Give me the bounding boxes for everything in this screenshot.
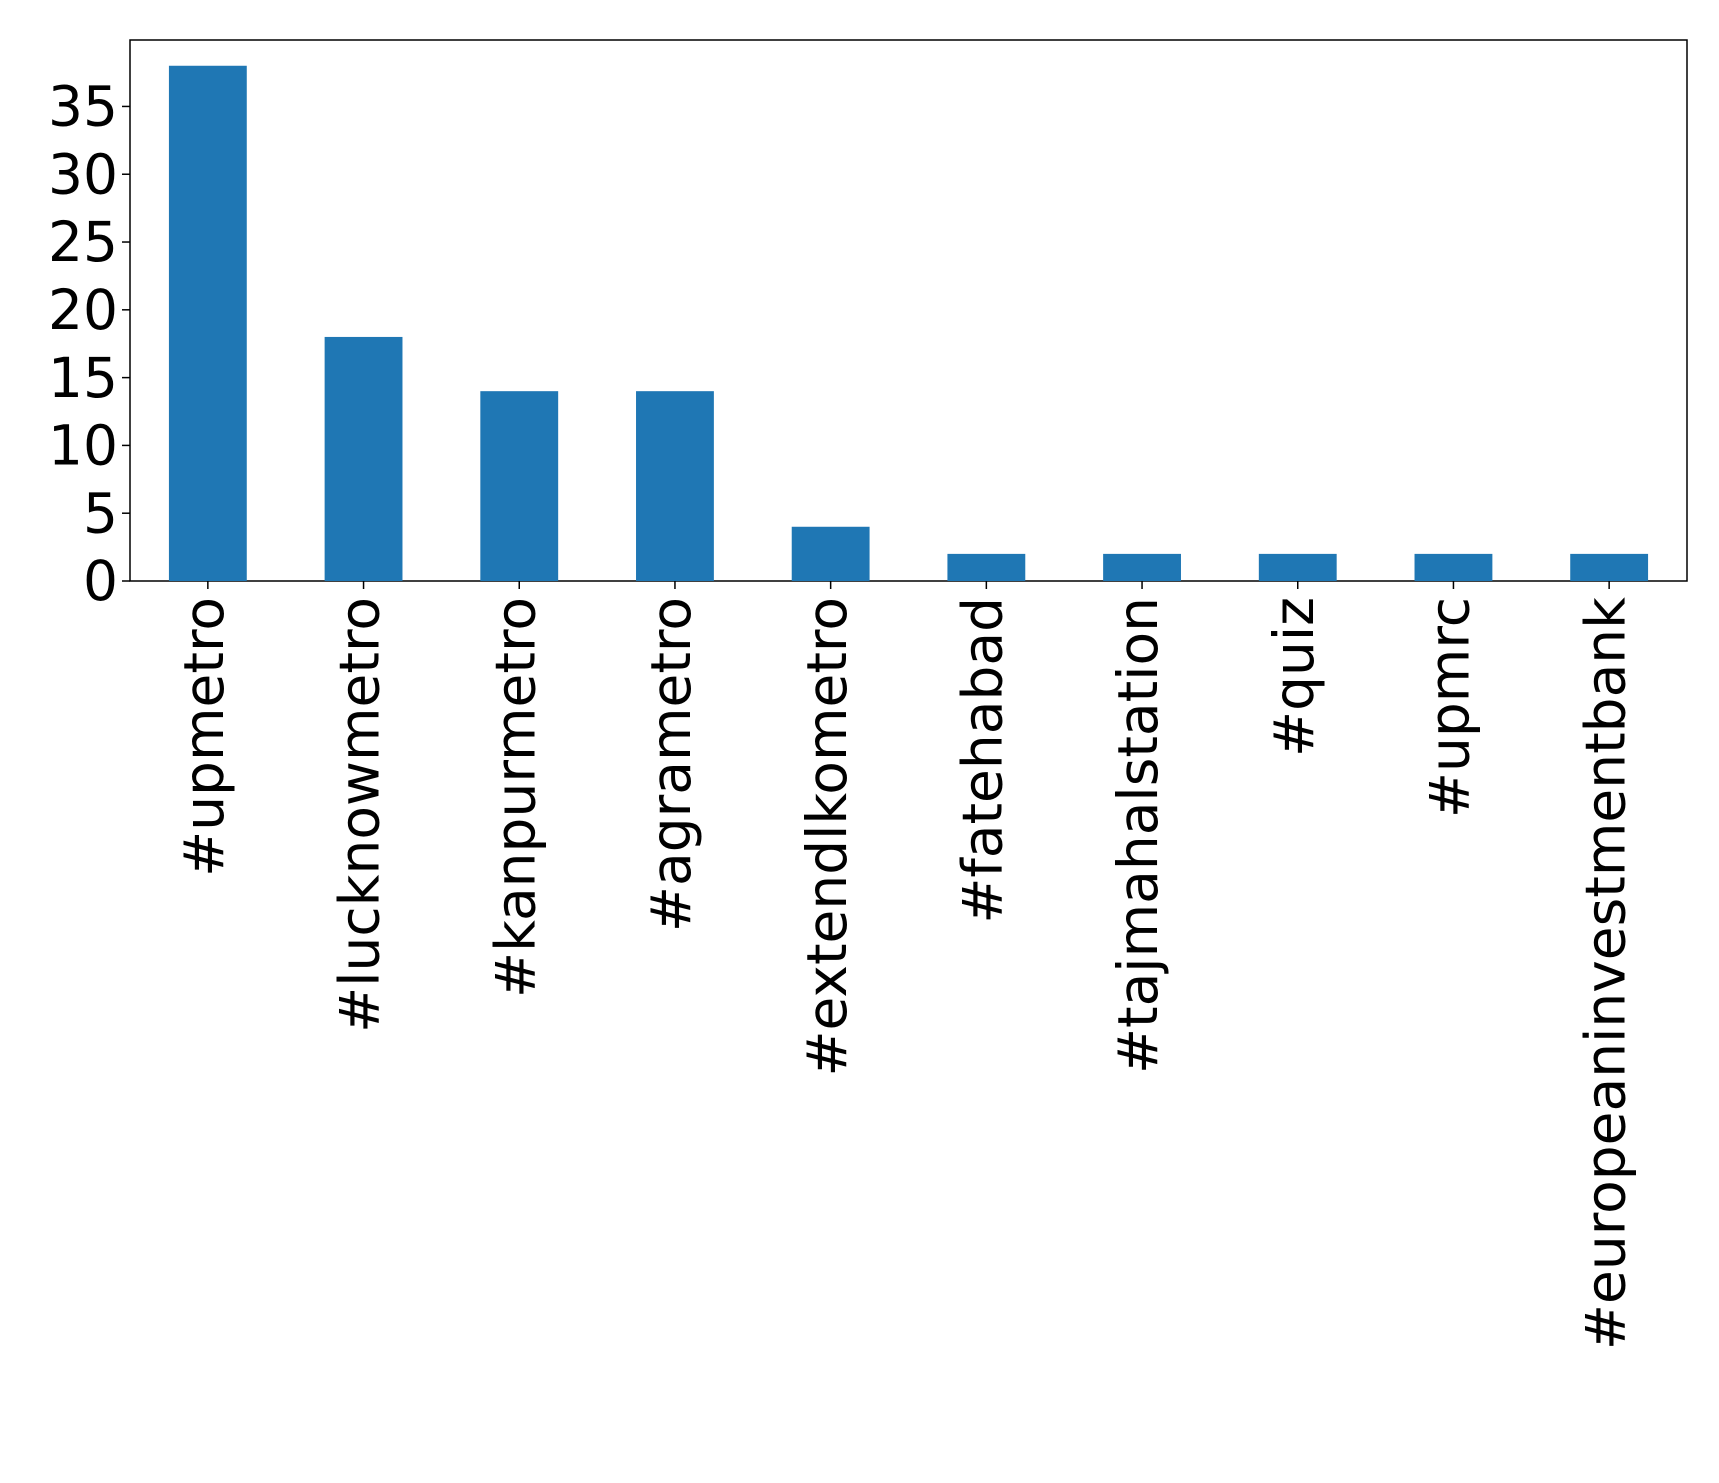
- y-tick-label: 15: [48, 346, 118, 410]
- y-tick-label: 35: [48, 75, 118, 139]
- x-tick-label: #upmrc: [1418, 597, 1482, 818]
- bar: [1414, 553, 1493, 581]
- bar: [791, 526, 870, 581]
- y-tick-label: 10: [48, 414, 118, 478]
- x-tick-label: #lucknowmetro: [328, 597, 392, 1033]
- y-tick-label: 20: [48, 278, 118, 342]
- x-tick-label: #extendlkometro: [795, 597, 859, 1077]
- bar: [1103, 553, 1181, 581]
- y-tick-label: 5: [83, 481, 118, 545]
- bar: [168, 65, 247, 581]
- bar: [480, 391, 559, 581]
- x-tick-label: #europeaninvestmentbank: [1573, 597, 1637, 1350]
- x-tick-label: #upmetro: [172, 597, 236, 877]
- x-tick-label: #kanpurmetro: [483, 597, 547, 998]
- bar: [636, 391, 714, 581]
- y-tick-label: 0: [83, 549, 118, 613]
- bar: [1570, 553, 1649, 581]
- bar: [1258, 553, 1337, 581]
- y-tick-label: 30: [48, 142, 118, 206]
- x-tick-label: #agrametro: [639, 597, 703, 932]
- x-tick-label: #quiz: [1262, 597, 1326, 757]
- x-tick-label: #tajmahalstation: [1106, 597, 1170, 1074]
- y-tick-label: 25: [48, 210, 118, 274]
- x-tick-label: #fatehabad: [950, 597, 1014, 924]
- bar: [947, 553, 1026, 581]
- bar: [324, 336, 403, 581]
